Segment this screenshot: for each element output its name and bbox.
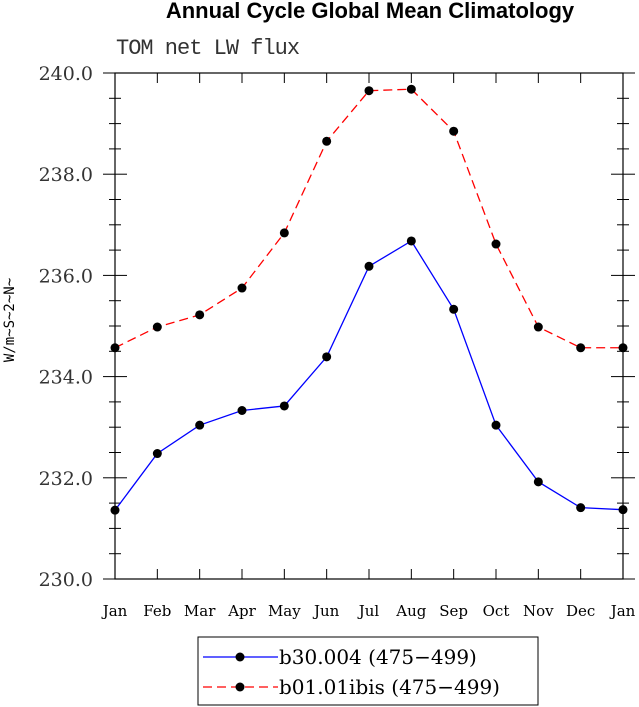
data-point [322, 136, 332, 146]
data-point [364, 261, 374, 271]
data-point [449, 126, 459, 136]
data-point [618, 343, 628, 353]
plot-frame [114, 72, 624, 580]
data-point [279, 228, 289, 238]
legend-marker [235, 652, 245, 662]
data-point [110, 343, 120, 353]
legend-label: b30.004 (475−499) [279, 645, 477, 669]
data-point [491, 420, 501, 430]
x-tick-label: Mar [184, 602, 216, 620]
series-line-1 [114, 88, 623, 349]
data-point [533, 477, 543, 487]
y-tick-label: 240.0 [39, 63, 93, 85]
data-point [576, 343, 586, 353]
data-point [152, 322, 162, 332]
y-tick-label: 232.0 [39, 468, 93, 490]
data-point [406, 236, 416, 246]
data-point [237, 406, 247, 416]
legend-marker [235, 682, 245, 692]
x-tick-label: Oct [483, 602, 510, 620]
chart-title: Annual Cycle Global Mean Climatology [165, 0, 575, 23]
chart-subtitle: TOM net LW flux [116, 36, 300, 61]
data-point [449, 304, 459, 314]
y-tick-label: 238.0 [39, 164, 93, 186]
data-point [491, 239, 501, 249]
data-point [152, 449, 162, 459]
x-tick-label: Aug [395, 602, 426, 620]
data-point [322, 352, 332, 362]
y-tick-label: 234.0 [39, 367, 93, 389]
data-point [237, 283, 247, 293]
data-point [406, 84, 416, 94]
y-tick-label: 236.0 [39, 265, 93, 287]
legend-label: b01.01ibis (475−499) [279, 675, 500, 699]
x-tick-label: Jan [609, 602, 636, 620]
x-tick-label: May [268, 602, 301, 620]
y-tick-label: 230.0 [39, 569, 93, 591]
x-tick-label: Dec [566, 602, 595, 620]
x-tick-label: Apr [227, 602, 256, 620]
x-tick-label: Feb [143, 602, 171, 620]
x-tick-label: Jul [357, 602, 380, 620]
data-point [195, 420, 205, 430]
data-point [533, 322, 543, 332]
data-point [195, 310, 205, 320]
x-tick-label: Sep [439, 602, 468, 620]
x-tick-label: Jun [312, 602, 340, 620]
x-tick-label: Nov [523, 602, 554, 620]
x-tick-label: Jan [101, 602, 128, 620]
data-point [618, 505, 628, 515]
legend-box [197, 636, 539, 706]
data-point [279, 401, 289, 411]
data-point [364, 86, 374, 96]
data-point [576, 503, 586, 513]
data-point [110, 505, 120, 515]
series-line-0 [114, 240, 624, 511]
